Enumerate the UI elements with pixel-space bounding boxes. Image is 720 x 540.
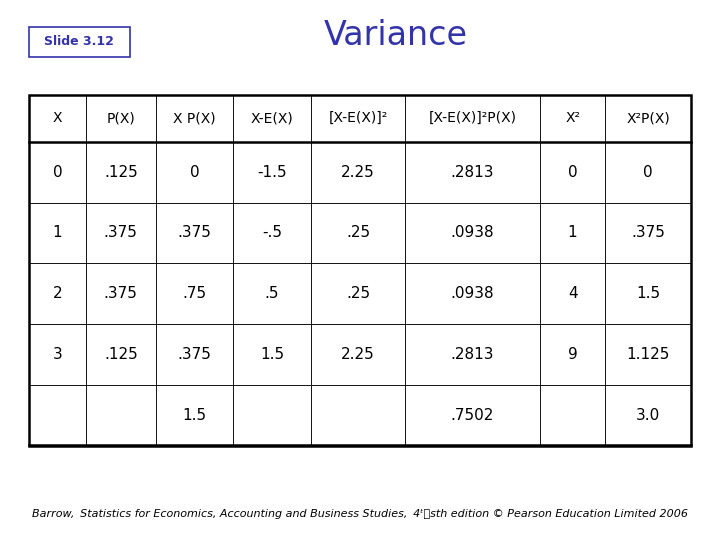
Text: 1: 1 [568, 226, 577, 240]
Bar [29, 324, 86, 385]
Text: .25: .25 [346, 286, 370, 301]
Bar [606, 324, 691, 385]
Bar [29, 385, 86, 446]
Bar [540, 142, 606, 202]
Bar [233, 94, 311, 142]
Text: 0: 0 [53, 165, 62, 180]
Bar [540, 324, 606, 385]
Text: 1.5: 1.5 [260, 347, 284, 362]
Bar [311, 324, 405, 385]
Text: 0: 0 [189, 165, 199, 180]
Text: 2.25: 2.25 [341, 165, 375, 180]
Bar [405, 264, 540, 324]
Bar [86, 142, 156, 202]
Bar [606, 142, 691, 202]
Bar [233, 324, 311, 385]
Bar [311, 264, 405, 324]
Bar [86, 94, 156, 142]
Text: .7502: .7502 [451, 408, 494, 423]
Bar [311, 202, 405, 264]
Text: Variance: Variance [324, 18, 468, 52]
Text: -.5: -.5 [262, 226, 282, 240]
Text: .0938: .0938 [451, 286, 494, 301]
Bar [156, 202, 233, 264]
Bar [405, 324, 540, 385]
Text: 4: 4 [568, 286, 577, 301]
Text: .5: .5 [265, 286, 279, 301]
Bar [405, 142, 540, 202]
Bar [311, 142, 405, 202]
Text: 9: 9 [568, 347, 577, 362]
Bar [86, 264, 156, 324]
Bar [606, 202, 691, 264]
Bar [156, 142, 233, 202]
Bar [540, 385, 606, 446]
Text: X²: X² [565, 111, 580, 125]
Bar [156, 324, 233, 385]
Text: -1.5: -1.5 [257, 165, 287, 180]
Text: Barrow,  Statistics for Economics, Accounting and Business Studies,  4ᵗ˾sth edit: Barrow, Statistics for Economics, Accoun… [32, 509, 688, 519]
Bar [540, 264, 606, 324]
Bar [233, 385, 311, 446]
Text: X-E(X): X-E(X) [251, 111, 294, 125]
Bar [606, 385, 691, 446]
Text: 1.125: 1.125 [626, 347, 670, 362]
Text: Slide 3.12: Slide 3.12 [44, 35, 114, 49]
Text: 0: 0 [644, 165, 653, 180]
Bar [156, 385, 233, 446]
Bar [29, 94, 691, 445]
Bar [405, 385, 540, 446]
Bar [311, 94, 405, 142]
Bar [233, 142, 311, 202]
FancyBboxPatch shape [29, 27, 130, 57]
Text: .125: .125 [104, 165, 138, 180]
Text: X P(X): X P(X) [173, 111, 216, 125]
Text: [X-E(X)]²P(X): [X-E(X)]²P(X) [428, 111, 516, 125]
Text: 1.5: 1.5 [182, 408, 207, 423]
Bar [156, 94, 233, 142]
Bar [606, 264, 691, 324]
Text: .125: .125 [104, 347, 138, 362]
Text: 0: 0 [568, 165, 577, 180]
Text: 2: 2 [53, 286, 62, 301]
Text: .375: .375 [631, 226, 665, 240]
Bar [29, 94, 86, 142]
Bar [540, 94, 606, 142]
Bar [311, 385, 405, 446]
Text: .2813: .2813 [451, 165, 494, 180]
Text: 2.25: 2.25 [341, 347, 375, 362]
Text: .0938: .0938 [451, 226, 494, 240]
Text: .375: .375 [104, 226, 138, 240]
Text: .25: .25 [346, 226, 370, 240]
Text: X²P(X): X²P(X) [626, 111, 670, 125]
Text: [X-E(X)]²: [X-E(X)]² [328, 111, 387, 125]
Bar [405, 94, 540, 142]
Text: .375: .375 [177, 347, 212, 362]
Text: 1: 1 [53, 226, 62, 240]
Bar [233, 264, 311, 324]
Bar [86, 385, 156, 446]
Bar [29, 202, 86, 264]
Bar [540, 202, 606, 264]
Bar [29, 142, 86, 202]
Text: .2813: .2813 [451, 347, 494, 362]
Bar [606, 94, 691, 142]
Bar [156, 264, 233, 324]
Text: .375: .375 [104, 286, 138, 301]
Bar [233, 202, 311, 264]
Text: 3: 3 [53, 347, 63, 362]
Text: P(X): P(X) [107, 111, 135, 125]
Text: 1.5: 1.5 [636, 286, 660, 301]
Text: X: X [53, 111, 62, 125]
Text: .375: .375 [177, 226, 212, 240]
Bar [405, 202, 540, 264]
Bar [29, 264, 86, 324]
Bar [86, 202, 156, 264]
Bar [86, 324, 156, 385]
Text: .75: .75 [182, 286, 207, 301]
Text: 3.0: 3.0 [636, 408, 660, 423]
